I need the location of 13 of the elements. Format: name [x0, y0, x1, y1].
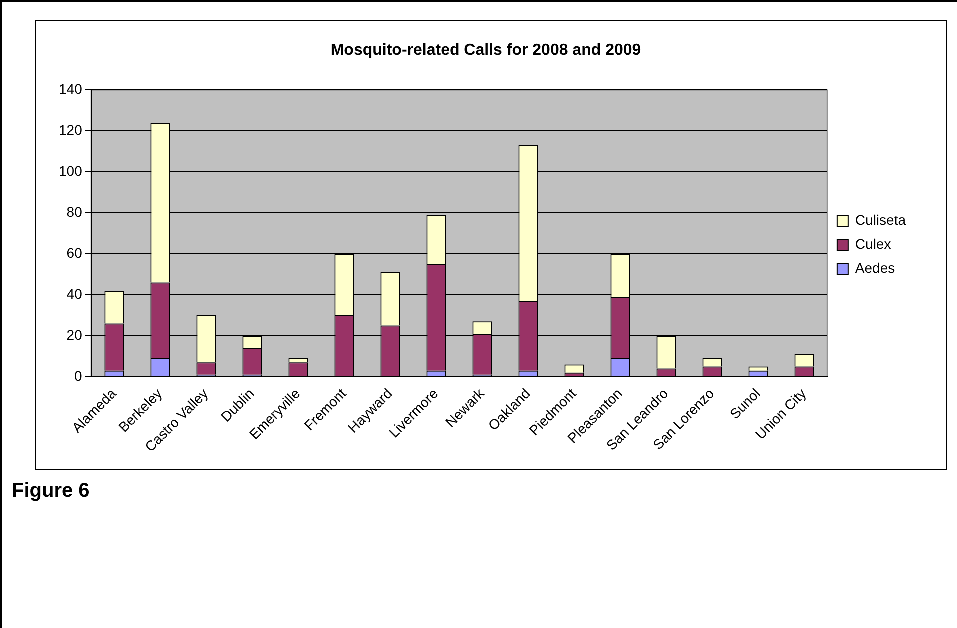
y-tick-label: 120: [59, 122, 83, 138]
y-tick-label: 80: [66, 204, 83, 220]
y-tick-label: 0: [74, 368, 83, 384]
legend-label: Culiseta: [855, 212, 906, 228]
chart-title: Mosquito-related Calls for 2008 and 2009: [330, 42, 642, 60]
legend-label: Culex: [855, 236, 892, 252]
legend-label: Aedes: [855, 260, 896, 276]
y-tick-label: 100: [59, 163, 83, 179]
y-tick-label: 20: [66, 326, 83, 343]
caption: Figure 6: [12, 480, 90, 503]
y-tick-label: 140: [59, 81, 83, 98]
y-tick-label: 40: [66, 286, 83, 302]
y-tick-label: 60: [66, 244, 83, 261]
